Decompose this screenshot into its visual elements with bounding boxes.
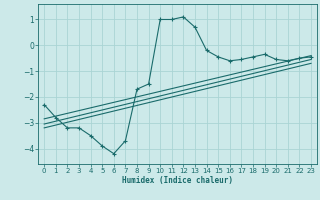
X-axis label: Humidex (Indice chaleur): Humidex (Indice chaleur)	[122, 176, 233, 185]
